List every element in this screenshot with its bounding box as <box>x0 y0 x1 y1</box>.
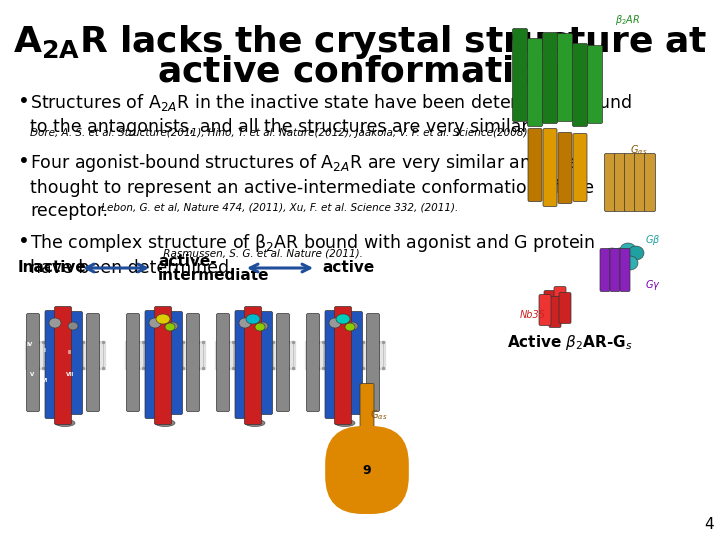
Ellipse shape <box>329 318 341 328</box>
Text: $\mathbf{A_{2A}}$$\mathbf{R\ lacks\ the\ crystal\ structure\ at}$: $\mathbf{A_{2A}}$$\mathbf{R\ lacks\ the\… <box>13 23 707 61</box>
FancyBboxPatch shape <box>544 291 556 321</box>
FancyBboxPatch shape <box>610 248 620 292</box>
FancyBboxPatch shape <box>217 314 230 411</box>
FancyBboxPatch shape <box>543 129 557 206</box>
Ellipse shape <box>628 246 644 260</box>
Text: Inactive: Inactive <box>18 260 86 275</box>
Text: 9: 9 <box>363 463 372 476</box>
Ellipse shape <box>255 323 265 331</box>
FancyBboxPatch shape <box>549 296 561 327</box>
Ellipse shape <box>246 314 260 324</box>
Ellipse shape <box>612 253 628 267</box>
FancyBboxPatch shape <box>186 314 199 411</box>
Text: I: I <box>44 348 46 353</box>
FancyBboxPatch shape <box>557 33 572 122</box>
FancyBboxPatch shape <box>528 38 542 126</box>
Text: IV: IV <box>27 342 33 348</box>
Text: V: V <box>30 373 34 377</box>
FancyBboxPatch shape <box>86 314 99 411</box>
FancyBboxPatch shape <box>528 129 542 201</box>
FancyBboxPatch shape <box>572 44 588 126</box>
Text: •: • <box>18 152 30 171</box>
Ellipse shape <box>165 323 175 331</box>
Text: active: active <box>322 260 374 275</box>
Text: VI: VI <box>42 377 48 382</box>
FancyBboxPatch shape <box>348 312 362 415</box>
Text: II: II <box>68 350 72 355</box>
Ellipse shape <box>156 314 170 324</box>
Text: intermediate: intermediate <box>158 267 269 282</box>
Text: Rasmussen, S. G. et al. Nature (2011).: Rasmussen, S. G. et al. Nature (2011). <box>160 248 363 258</box>
FancyBboxPatch shape <box>614 153 626 212</box>
FancyBboxPatch shape <box>554 287 566 318</box>
FancyBboxPatch shape <box>127 314 140 411</box>
Ellipse shape <box>239 318 251 328</box>
FancyBboxPatch shape <box>559 293 571 323</box>
FancyBboxPatch shape <box>600 248 610 292</box>
Text: Dore, A. S. et al. Structure(2011), Hino, T. et al. Nature(2012), Jaakola, V. P.: Dore, A. S. et al. Structure(2011), Hino… <box>30 128 531 138</box>
Ellipse shape <box>49 318 61 328</box>
FancyBboxPatch shape <box>605 153 616 212</box>
FancyBboxPatch shape <box>513 29 528 122</box>
Text: active-: active- <box>158 253 217 268</box>
Ellipse shape <box>149 318 161 328</box>
FancyBboxPatch shape <box>45 310 61 419</box>
FancyBboxPatch shape <box>360 383 374 456</box>
FancyBboxPatch shape <box>624 153 636 212</box>
FancyBboxPatch shape <box>145 310 161 419</box>
Ellipse shape <box>604 248 620 262</box>
FancyBboxPatch shape <box>558 132 572 204</box>
Ellipse shape <box>348 322 358 330</box>
FancyBboxPatch shape <box>168 312 182 415</box>
FancyBboxPatch shape <box>634 153 646 212</box>
FancyBboxPatch shape <box>588 45 603 124</box>
FancyBboxPatch shape <box>27 314 40 411</box>
Ellipse shape <box>155 420 175 427</box>
Text: 4: 4 <box>704 517 714 532</box>
FancyBboxPatch shape <box>155 307 171 424</box>
FancyBboxPatch shape <box>235 310 251 419</box>
FancyBboxPatch shape <box>258 312 272 415</box>
FancyBboxPatch shape <box>620 248 630 292</box>
FancyBboxPatch shape <box>307 314 320 411</box>
Text: Structures of A$_{2A}$R in the inactive state have been determined bound
to the : Structures of A$_{2A}$R in the inactive … <box>30 92 632 136</box>
FancyBboxPatch shape <box>542 32 557 124</box>
FancyBboxPatch shape <box>55 307 71 424</box>
Text: $\beta_2$AR: $\beta_2$AR <box>615 13 640 27</box>
Text: G$_{\alpha s}$: G$_{\alpha s}$ <box>370 408 387 422</box>
FancyBboxPatch shape <box>366 314 379 411</box>
Ellipse shape <box>258 322 268 330</box>
Text: VII: VII <box>66 373 74 377</box>
Ellipse shape <box>620 243 636 257</box>
Text: Lebon, G. et al, Nature 474, (2011), Xu, F. et al. Science 332, (2011).: Lebon, G. et al, Nature 474, (2011), Xu,… <box>98 202 458 212</box>
Ellipse shape <box>55 420 75 427</box>
Ellipse shape <box>336 314 350 324</box>
Ellipse shape <box>245 420 265 427</box>
Text: •: • <box>18 92 30 111</box>
FancyBboxPatch shape <box>644 153 655 212</box>
Ellipse shape <box>622 256 638 270</box>
Text: G$\beta$: G$\beta$ <box>645 233 660 247</box>
Text: G$\gamma$: G$\gamma$ <box>645 278 661 292</box>
Text: Nb35: Nb35 <box>520 310 546 320</box>
FancyBboxPatch shape <box>335 307 351 424</box>
Ellipse shape <box>345 323 355 331</box>
FancyBboxPatch shape <box>539 294 551 326</box>
Text: The complex structure of β$_2$AR bound with agonist and G protein
have been dete: The complex structure of β$_2$AR bound w… <box>30 232 595 277</box>
FancyBboxPatch shape <box>245 307 261 424</box>
Text: Active $\beta_2$AR-G$_s$: Active $\beta_2$AR-G$_s$ <box>507 333 633 352</box>
Ellipse shape <box>168 322 178 330</box>
Ellipse shape <box>612 248 628 262</box>
FancyBboxPatch shape <box>573 133 587 201</box>
Ellipse shape <box>68 322 78 330</box>
FancyBboxPatch shape <box>325 310 341 419</box>
FancyBboxPatch shape <box>276 314 289 411</box>
Text: $\mathbf{active\ conformation}$: $\mathbf{active\ conformation}$ <box>156 55 564 89</box>
Text: Four agonist-bound structures of A$_{2A}$R are very similar and are
thought to r: Four agonist-bound structures of A$_{2A}… <box>30 152 594 220</box>
Text: •: • <box>18 232 30 251</box>
FancyBboxPatch shape <box>68 312 83 415</box>
Text: G$_{\alpha s}$: G$_{\alpha s}$ <box>630 143 647 157</box>
Ellipse shape <box>335 420 355 427</box>
